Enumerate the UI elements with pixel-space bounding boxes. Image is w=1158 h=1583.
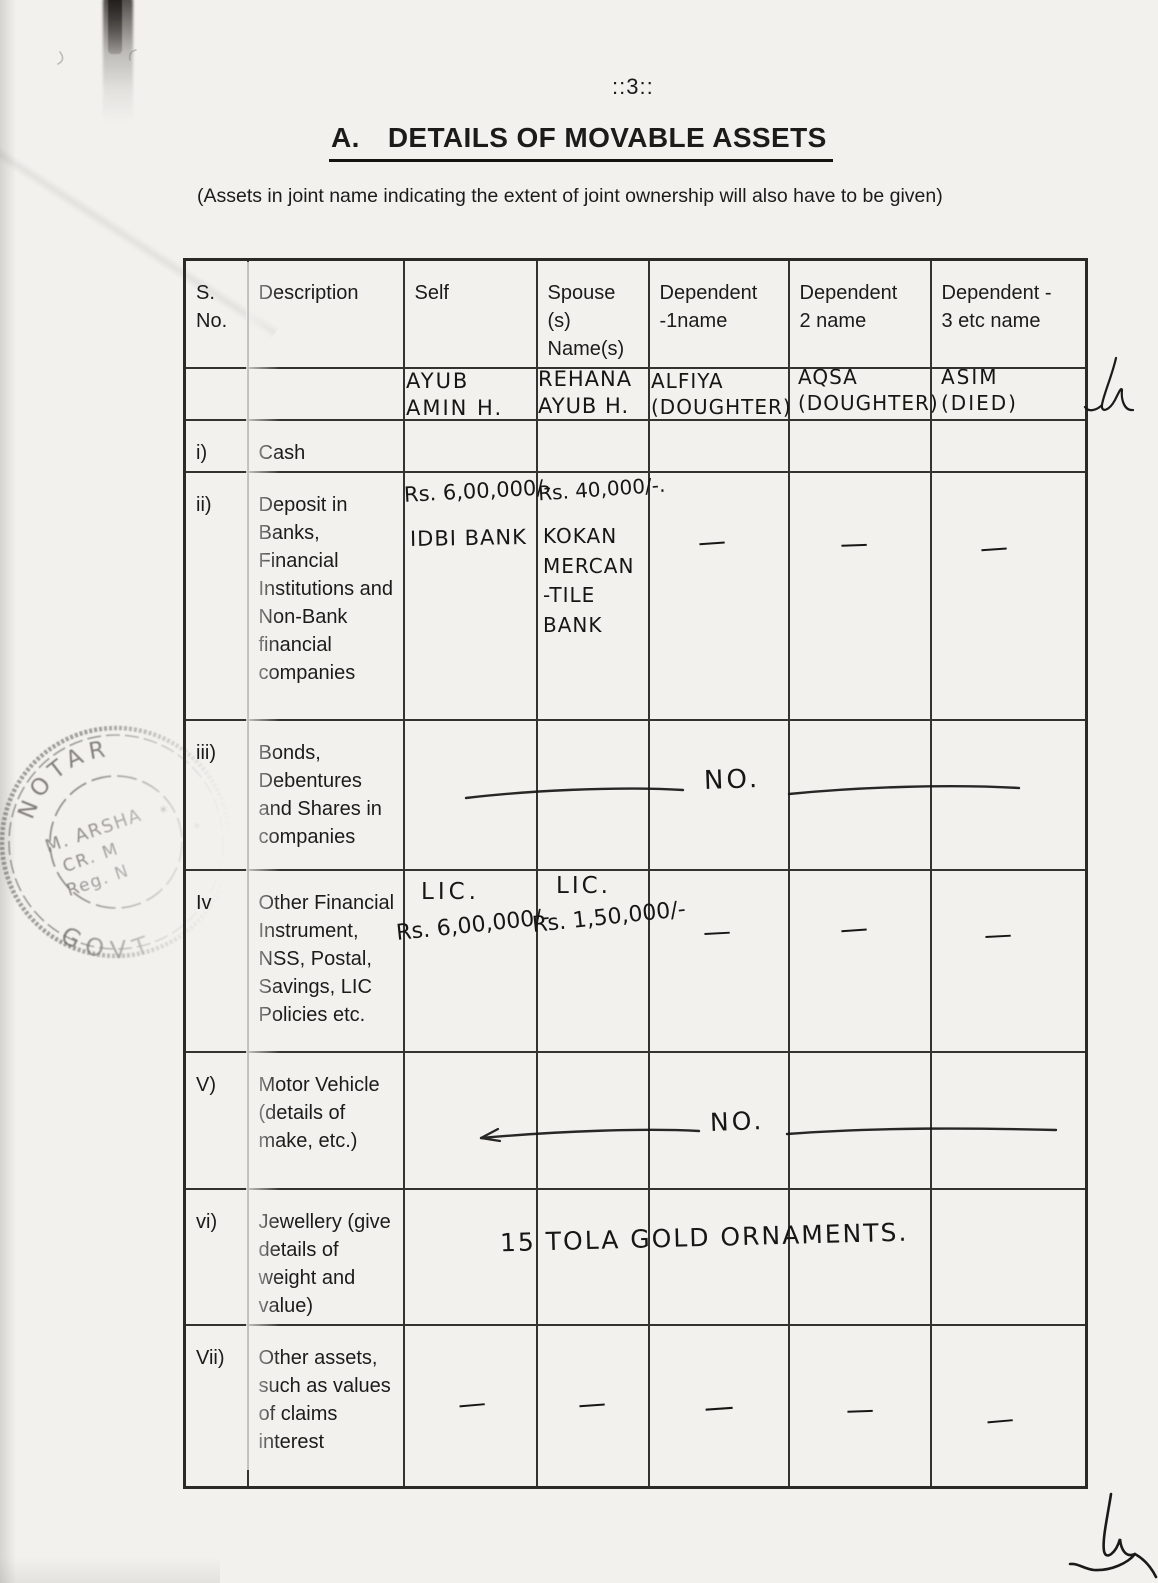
- cell-empty: [535, 1324, 650, 1488]
- cell-empty: [535, 419, 650, 473]
- row-no-cell: ii): [183, 471, 249, 721]
- row-desc-cell: Cash: [246, 419, 405, 473]
- stamp-inner-ring: [49, 775, 183, 909]
- cell-empty: [929, 869, 1088, 1053]
- row-desc-cell: Deposit in Banks, Financial Institutions…: [246, 471, 405, 721]
- row-desc-cell: Other assets, such as values of claims i…: [246, 1324, 405, 1488]
- row-no-cell: vi): [183, 1188, 249, 1326]
- header-dependent-1: Dependent -1name: [647, 258, 790, 369]
- stamp-star: ✶: [158, 803, 169, 818]
- cell-empty: [787, 719, 932, 871]
- cell-empty: [402, 719, 538, 871]
- document-subtitle: (Assets in joint name indicating the ext…: [197, 185, 943, 207]
- cell-empty: [402, 1324, 538, 1488]
- scan-speck: [57, 51, 64, 65]
- row-motor-vehicle: V) Motor Vehicle (details of make, etc.): [183, 1051, 1088, 1190]
- cell-empty: [647, 719, 790, 871]
- row-other-assets: Vii) Other assets, such as values of cla…: [183, 1324, 1088, 1488]
- row-no-cell: Vii): [183, 1324, 249, 1488]
- signature-mark: [1083, 356, 1135, 412]
- cell-empty: [787, 419, 932, 473]
- cell-empty: [402, 471, 538, 721]
- header-description: Description: [246, 258, 405, 369]
- cell-empty: [929, 719, 1088, 871]
- row-no-cell: iii): [183, 719, 249, 871]
- row-jewellery: vi) Jewellery (give details of weight an…: [183, 1188, 1088, 1326]
- header-dependent-2: Dependent 2 name: [787, 258, 932, 369]
- cell-dep2-name: [787, 367, 932, 421]
- names-row: [183, 367, 1088, 421]
- document-title: A. DETAILS OF MOVABLE ASSETS: [329, 122, 833, 162]
- row-desc-cell: Bonds, Debentures and Shares in companie…: [246, 719, 405, 871]
- row-other-financial: Iv Other Financial Instrument, NSS, Post…: [183, 869, 1088, 1053]
- header-sno: S. No.: [183, 258, 249, 369]
- stamp-arc-bottom-text: GOVT: [56, 921, 160, 965]
- cell-empty: [929, 1051, 1088, 1190]
- header-self: Self: [402, 258, 538, 369]
- table-header-row: S. No. Description Self Spouse (s) Name(…: [183, 258, 1088, 369]
- cell-empty: [787, 1324, 932, 1488]
- cell-empty: [647, 1188, 790, 1326]
- row-deposits: ii) Deposit in Banks, Financial Institut…: [183, 471, 1088, 721]
- cell-empty: [535, 471, 650, 721]
- cell-empty: [647, 1051, 790, 1190]
- cell-empty: [647, 471, 790, 721]
- row-desc-cell: Jewellery (give details of weight and va…: [246, 1188, 405, 1326]
- row-cash: i) Cash: [183, 419, 1088, 473]
- cell-empty: [929, 471, 1088, 721]
- row-bonds: iii) Bonds, Debentures and Shares in com…: [183, 719, 1088, 871]
- cell-empty: [535, 1188, 650, 1326]
- row-desc-cell: Other Financial Instrument, NSS, Postal,…: [246, 869, 405, 1053]
- row-no-cell: Iv: [183, 869, 249, 1053]
- title-text: DETAILS OF MOVABLE ASSETS: [387, 122, 827, 153]
- cell-spouse-name: [535, 367, 650, 421]
- stamp-arc-top-text: NOTAR: [13, 736, 113, 823]
- header-dependent-3: Dependent - 3 etc name: [929, 258, 1088, 369]
- cell-empty: [647, 1324, 790, 1488]
- cell-empty: [535, 869, 650, 1053]
- cell-empty: [929, 1324, 1088, 1488]
- cell-self-name: [402, 367, 538, 421]
- cell-empty: [787, 1051, 932, 1190]
- header-spouse: Spouse (s) Name(s): [535, 258, 650, 369]
- cell-empty: [929, 1188, 1088, 1326]
- row-no-cell: i): [183, 419, 249, 473]
- title-prefix: A.: [331, 122, 360, 153]
- stamp-line3: Reg. N: [64, 861, 132, 901]
- stamp-line2: CR. M: [60, 839, 122, 877]
- cell-dep3-name: [929, 367, 1088, 421]
- scan-smudge-core: [108, 0, 122, 54]
- movable-assets-table: S. No. Description Self Spouse (s) Name(…: [183, 258, 1088, 1489]
- cell-empty: [787, 869, 932, 1053]
- cell-empty: [402, 1051, 538, 1190]
- scan-bottom-shadow: [0, 1557, 220, 1583]
- cell-empty: [402, 1188, 538, 1326]
- cell-empty: [647, 419, 790, 473]
- cell-empty: [535, 719, 650, 871]
- cell-empty: [787, 1188, 932, 1326]
- cell-empty: [787, 471, 932, 721]
- cell-empty: [246, 367, 405, 421]
- cell-empty: [183, 367, 249, 421]
- stamp-line1: M. ARSHA: [43, 805, 145, 858]
- signature-mark: [1068, 1492, 1158, 1579]
- cell-empty: [402, 419, 538, 473]
- row-no-cell: V): [183, 1051, 249, 1190]
- cell-empty: [402, 869, 538, 1053]
- cell-empty: [535, 1051, 650, 1190]
- row-desc-cell: Motor Vehicle (details of make, etc.): [246, 1051, 405, 1190]
- cell-empty: [929, 419, 1088, 473]
- scan-left-shadow: [0, 0, 16, 1583]
- page-number: ::3::: [612, 74, 654, 99]
- cell-empty: [647, 869, 790, 1053]
- cell-dep1-name: [647, 367, 790, 421]
